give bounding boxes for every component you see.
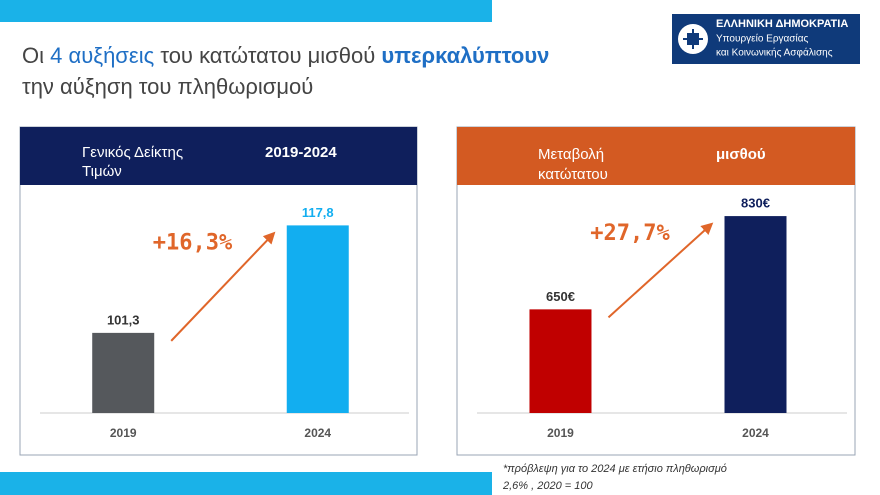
chart-header xyxy=(457,127,855,185)
slide-title: Οι 4 αυξήσεις του κατώτατου μισθού υπερκ… xyxy=(22,43,549,68)
trend-arrow xyxy=(170,231,276,342)
x-tick-label: 2024 xyxy=(304,426,331,440)
footnote: *πρόβλεψη για το 2024 με ετήσιο πληθωρισ… xyxy=(503,463,727,475)
title-part: 4 αυξήσεις xyxy=(50,43,154,68)
logo-cross xyxy=(683,29,703,49)
annotation: +27,7% xyxy=(590,221,670,246)
bottom-band xyxy=(0,472,492,495)
logo-text: και Κοινωνικής Ασφάλισης xyxy=(716,47,833,59)
logo-text: Υπουργείο Εργασίας xyxy=(716,33,808,45)
bar xyxy=(286,225,349,413)
title-part: Οι xyxy=(22,43,44,68)
trend-arrow xyxy=(607,222,714,319)
value-label: 117,8 xyxy=(302,205,334,220)
value-label: 650€ xyxy=(546,289,575,304)
bar xyxy=(529,309,592,413)
x-tick-label: 2019 xyxy=(547,426,574,440)
chart-title: κατώτατου xyxy=(538,166,608,183)
title-part: υπερκαλύπτουν xyxy=(381,43,549,68)
footnote: 2,6% , 2020 = 100 xyxy=(502,480,593,492)
annotation: +16,3% xyxy=(153,230,233,255)
value-label: 101,3 xyxy=(107,312,140,327)
logo: ΕΛΛΗΝΙΚΗ ΔΗΜΟΚΡΑΤΙΑ Υπουργείο Εργασίας κ… xyxy=(672,14,860,64)
slide-title: την αύξηση του πληθωρισμού xyxy=(22,74,313,99)
value-label: 830€ xyxy=(741,196,770,211)
top-band xyxy=(0,0,492,22)
bar xyxy=(92,332,155,413)
x-tick-label: 2024 xyxy=(742,426,769,440)
chart-header xyxy=(20,127,417,185)
x-tick-label: 2019 xyxy=(110,426,137,440)
chart-title: Γενικός Δείκτης xyxy=(82,144,183,161)
logo-text: ΕΛΛΗΝΙΚΗ ΔΗΜΟΚΡΑΤΙΑ xyxy=(716,18,848,30)
chart-title: Τιμών xyxy=(82,163,122,180)
chart-title: Μεταβολή xyxy=(538,146,604,163)
title-part: του κατώτατου μισθού xyxy=(160,43,375,68)
bar xyxy=(724,216,787,413)
chart-subtitle: μισθού xyxy=(716,146,766,163)
chart-subtitle: 2019-2024 xyxy=(265,144,337,161)
